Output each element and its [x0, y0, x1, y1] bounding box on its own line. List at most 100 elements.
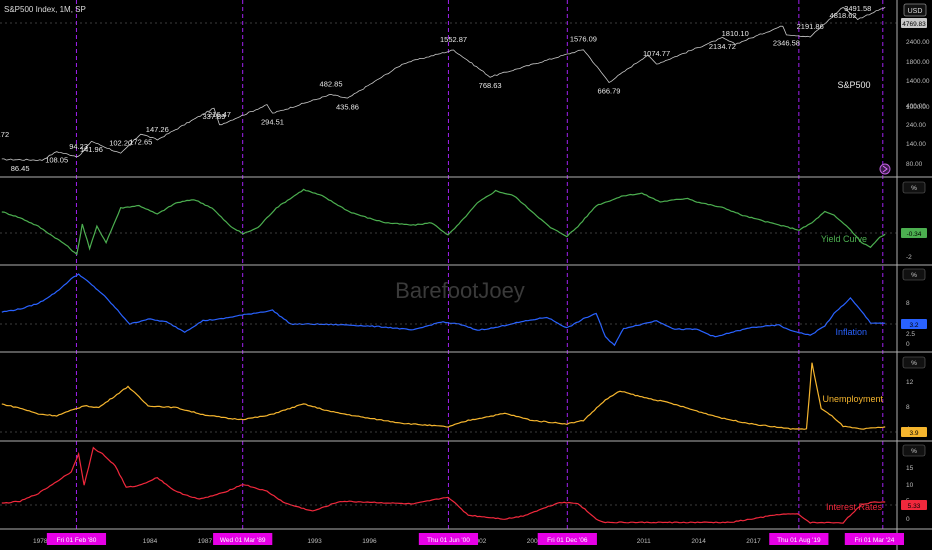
highlighted-date-badge: Fri 01 Dec '06	[537, 533, 597, 545]
axis-tick-label: 0	[906, 341, 910, 348]
panel-interest-rates: Interest Rates151050%5.33	[0, 444, 927, 524]
series-line-sp500	[1, 6, 886, 161]
pivot-label: 102.20	[109, 139, 132, 148]
highlighted-date-label: Fri 01 Mar '24	[854, 537, 894, 544]
highlighted-date-badge: Thu 01 Jun '00	[418, 533, 479, 545]
unit-badge[interactable]: %	[902, 444, 926, 457]
pivot-label: 1810.10	[722, 29, 749, 38]
panel-inflation: Inflation 8 2.5 0% 3.2	[0, 268, 927, 348]
axis-tick-label: 10	[906, 482, 914, 489]
time-tick-label: 2017	[746, 538, 761, 545]
pivot-label: 337.89	[203, 112, 226, 121]
unit-label: %	[911, 185, 917, 192]
time-tick-label: 1984	[143, 538, 158, 545]
last-value-text: 3.2	[909, 322, 918, 329]
highlighted-date-label: Fri 01 Feb '80	[56, 537, 96, 544]
axis-tick-label: 1800.00	[906, 59, 930, 66]
last-value-tag: 3.2	[901, 319, 927, 329]
time-tick-label: 1978	[33, 538, 48, 545]
highlighted-date-label: Wed 01 Mar '89	[220, 537, 266, 544]
pivot-label: 8.72	[0, 130, 9, 139]
series-label: Yield Curve	[821, 234, 867, 244]
series-line-unemployment	[1, 362, 886, 430]
series-label: Interest Rates	[826, 502, 883, 512]
time-tick-label: 2014	[691, 538, 706, 545]
series-line-interest-rates	[1, 446, 886, 524]
pivot-label: 4818.62	[830, 11, 857, 20]
last-value-tag: 3.9	[901, 427, 927, 437]
unit-label: %	[911, 360, 917, 367]
pivot-label: 94.23	[69, 142, 88, 151]
unit-label: %	[911, 272, 917, 279]
axis-tick-label: 240.00	[906, 122, 926, 129]
unit-badge[interactable]: %	[902, 181, 926, 194]
time-tick-label: 1987	[198, 538, 213, 545]
axis-tick-label: -2	[906, 254, 912, 261]
watermark: BarefootJoey	[395, 278, 525, 303]
highlighted-date-label: Thu 01 Aug '19	[777, 537, 821, 544]
panel-yield-curve: Yield Curve -2% -0.34	[0, 181, 927, 261]
highlighted-date-badge: Fri 01 Feb '80	[46, 533, 107, 545]
axis-tick-label: 15	[906, 465, 914, 472]
series-label: S&P500	[837, 80, 870, 90]
pivot-label: 435.86	[336, 102, 359, 111]
time-tick-label: 1993	[307, 538, 322, 545]
pivot-label: 3491.58	[844, 4, 871, 13]
unit-badge[interactable]: %	[902, 356, 926, 369]
pivot-label: 482.85	[320, 80, 343, 89]
pivot-label: 1074.77	[643, 49, 670, 58]
last-value-text: 3.9	[909, 430, 918, 437]
panels: S&P500 2400.00 1800.00 1400.00 1000.00400.00…	[0, 4, 930, 524]
last-value-tag: -0.34	[901, 228, 927, 238]
axis-tick-label: 2.5	[906, 331, 915, 338]
axis-tick-label: 2400.00	[906, 39, 930, 46]
highlighted-date-badge: Fri 01 Mar '24	[844, 533, 904, 545]
pivot-label: 2134.72	[709, 42, 736, 51]
pivot-label: 1552.87	[440, 35, 467, 44]
axis-tick-label: 140.00	[906, 141, 926, 148]
highlighted-date-badge: Wed 01 Mar '89	[213, 533, 273, 545]
series-label: Inflation	[835, 327, 867, 337]
axis-tick-label: 1400.00	[906, 78, 930, 85]
last-value-text: -0.34	[907, 231, 922, 238]
unit-label: %	[911, 448, 917, 455]
series-label: Unemployment	[822, 394, 883, 404]
series-line-yield-curve	[1, 188, 886, 256]
symbol-line: S&P500 Index, 1M, SP	[4, 5, 86, 14]
pivot-label: 108.05	[45, 156, 68, 165]
axis-tick-label: 0	[906, 516, 910, 523]
unit-badge[interactable]: %	[902, 268, 926, 281]
time-tick-label: 2005	[527, 538, 542, 545]
axis-tick-label: 8	[906, 300, 910, 307]
highlighted-date-label: Fri 01 Dec '06	[547, 537, 588, 544]
currency-button[interactable]: USD	[903, 3, 927, 17]
last-value-text: 4769.83	[902, 21, 926, 28]
pivot-label: 216.47	[208, 110, 231, 119]
pivot-label: 86.45	[11, 164, 30, 173]
axis-tick-label: 80.00	[906, 161, 923, 168]
axis-tick-label: 12	[906, 379, 914, 386]
axis-tick-label: 8	[906, 404, 910, 411]
last-value-text: 5.33	[908, 503, 921, 510]
time-tick-label: 1996	[362, 538, 377, 545]
axis-tick-label: 1000.00	[906, 104, 930, 111]
pivot-label: 141.96	[80, 145, 103, 154]
pivot-label: 2346.58	[773, 38, 800, 47]
axis-tick-label: 400.00	[906, 103, 926, 110]
time-tick-label: 2011	[637, 538, 651, 545]
pivot-label: 2191.86	[797, 22, 824, 31]
pivot-label: 172.65	[129, 138, 152, 147]
pivot-label: 1576.09	[570, 34, 597, 43]
time-tick-label: 2002	[472, 538, 487, 545]
pivot-label: 666.79	[598, 86, 621, 95]
pivot-label: 147.26	[146, 125, 169, 134]
highlighted-date-badge: Thu 01 Aug '19	[769, 533, 829, 545]
panel-unemployment: Unemployment1284%3.9	[0, 356, 927, 437]
settings-icon[interactable]	[879, 163, 891, 175]
panel-sp500: S&P500 2400.00 1800.00 1400.00 1000.00400.00…	[0, 4, 930, 173]
pivot-label: 768.63	[479, 81, 502, 90]
currency-label: USD	[908, 8, 923, 15]
highlighted-date-label: Thu 01 Jun '00	[427, 537, 470, 544]
